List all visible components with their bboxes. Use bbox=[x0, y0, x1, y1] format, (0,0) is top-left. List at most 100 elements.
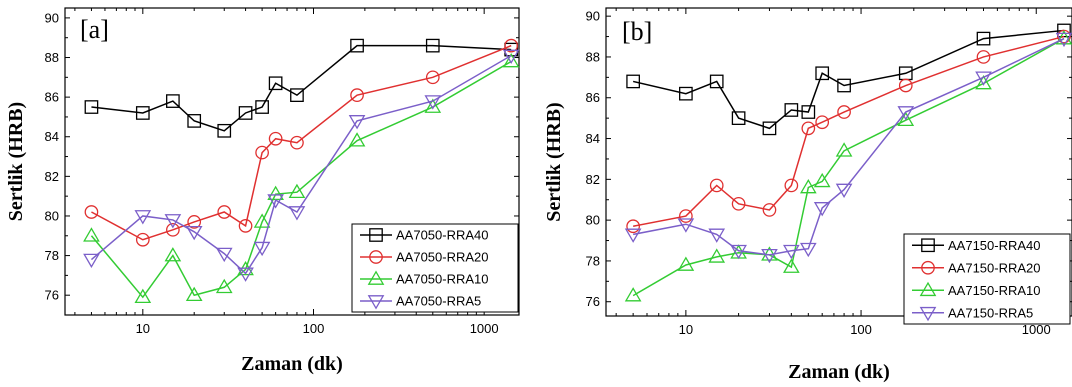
legend-entry: AA7150-RRA40 bbox=[912, 238, 1041, 253]
legend-entry: AA7050-RRA5 bbox=[360, 294, 481, 310]
data-point bbox=[134, 288, 152, 304]
data-point bbox=[238, 219, 253, 233]
data-point bbox=[238, 106, 253, 120]
y-tick-label: 80 bbox=[45, 208, 59, 223]
chart-panel-b: 76 78 80 82 84 86 88 90 10 100 1000 Zaman (dk) Sertl… bbox=[543, 7, 1072, 383]
data-point bbox=[348, 132, 366, 147]
series-line bbox=[632, 35, 1065, 227]
legend-label: AA7150-RRA5 bbox=[948, 305, 1033, 320]
data-point bbox=[134, 210, 152, 225]
data-point bbox=[255, 145, 269, 160]
data-point bbox=[504, 38, 519, 53]
legend-marker bbox=[919, 306, 937, 322]
x-tick-label: 10 bbox=[136, 321, 150, 336]
data-point bbox=[624, 228, 642, 243]
data-point bbox=[799, 242, 817, 258]
data-point bbox=[83, 227, 100, 242]
y-tick-label: 82 bbox=[586, 172, 600, 187]
data-point bbox=[424, 95, 442, 110]
data-point bbox=[290, 135, 304, 150]
data-point bbox=[1055, 30, 1072, 45]
legend-marker bbox=[921, 238, 935, 253]
data-point bbox=[731, 196, 746, 211]
data-point bbox=[83, 253, 100, 269]
data-point bbox=[898, 78, 913, 93]
data-point bbox=[897, 111, 915, 127]
series-line bbox=[632, 37, 1065, 256]
data-point bbox=[425, 38, 440, 53]
series-line bbox=[90, 60, 512, 299]
y-tick-label: 90 bbox=[45, 10, 59, 25]
legend: AA7050-RRA40 AA7050-RRA20 AA7050-RRA10 AA70… bbox=[351, 223, 519, 313]
y-tick-label: 80 bbox=[586, 213, 600, 228]
data-point bbox=[268, 76, 283, 91]
data-point bbox=[801, 121, 816, 136]
legend-marker bbox=[921, 260, 935, 275]
series-AA7150-RRA5 bbox=[624, 32, 1072, 264]
data-point bbox=[813, 172, 831, 188]
legend-label: AA7050-RRA20 bbox=[396, 250, 489, 265]
x-tick-label: 1000 bbox=[470, 321, 499, 336]
data-point bbox=[502, 49, 520, 65]
data-point bbox=[761, 248, 778, 264]
data-point bbox=[268, 131, 283, 146]
legend-label: AA7050-RRA10 bbox=[396, 272, 489, 287]
data-point bbox=[731, 111, 746, 125]
y-tick-label: 86 bbox=[45, 90, 59, 105]
data-point bbox=[1055, 32, 1072, 48]
data-point bbox=[185, 286, 203, 302]
chart-panel-a: 76 78 80 82 84 86 88 90 10 100 1000 Zaman (dk) Sertl… bbox=[5, 7, 520, 375]
data-point bbox=[784, 103, 799, 117]
data-point bbox=[626, 74, 640, 89]
legend-label: AA7150-RRA40 bbox=[948, 238, 1041, 253]
data-point bbox=[709, 178, 724, 193]
legend-entry: AA7050-RRA20 bbox=[360, 250, 489, 265]
data-point bbox=[783, 258, 800, 273]
x-axis-label: Zaman (dk) bbox=[241, 353, 343, 375]
legend: AA7150-RRA40 AA7150-RRA20 AA7150-RRA10 AA71… bbox=[903, 233, 1071, 325]
legend-marker bbox=[369, 228, 383, 242]
data-point bbox=[976, 50, 991, 64]
data-point bbox=[835, 183, 853, 199]
data-point bbox=[164, 214, 182, 229]
legend-label: AA7050-RRA40 bbox=[396, 228, 489, 243]
data-point bbox=[730, 244, 747, 260]
legend-marker bbox=[919, 281, 937, 297]
y-tick-label: 78 bbox=[45, 248, 59, 263]
data-point bbox=[267, 194, 284, 209]
series-line bbox=[91, 44, 512, 241]
plot-frame bbox=[64, 7, 520, 316]
legend-entry: AA7050-RRA10 bbox=[360, 270, 489, 287]
y-tick-label: 84 bbox=[45, 129, 59, 144]
data-point bbox=[255, 100, 269, 114]
data-point bbox=[708, 248, 726, 263]
data-point bbox=[837, 78, 851, 93]
data-point bbox=[799, 179, 817, 194]
data-point bbox=[762, 121, 777, 136]
x-axis-label: Zaman (dk) bbox=[788, 361, 890, 383]
data-point bbox=[762, 203, 777, 217]
panel-label: [a] bbox=[80, 15, 109, 44]
data-point bbox=[253, 241, 271, 257]
series-AA7050-RRA20 bbox=[84, 38, 519, 247]
data-point bbox=[424, 98, 442, 113]
legend-box bbox=[903, 233, 1071, 325]
data-point bbox=[677, 218, 695, 233]
data-point bbox=[835, 142, 853, 157]
x-tick-label: 1000 bbox=[1022, 322, 1051, 337]
data-point bbox=[217, 205, 232, 219]
y-tick-label: 76 bbox=[586, 294, 600, 309]
data-point bbox=[135, 232, 150, 247]
data-point bbox=[350, 38, 364, 53]
x-tick-label: 10 bbox=[679, 322, 693, 337]
data-point bbox=[215, 247, 233, 263]
data-point bbox=[164, 247, 182, 262]
legend-marker bbox=[369, 250, 383, 264]
data-point bbox=[84, 100, 99, 114]
y-tick-label: 88 bbox=[45, 50, 59, 65]
data-point bbox=[897, 106, 915, 121]
data-point bbox=[217, 123, 232, 138]
y-tick-label: 88 bbox=[586, 49, 600, 64]
data-point bbox=[784, 178, 799, 193]
